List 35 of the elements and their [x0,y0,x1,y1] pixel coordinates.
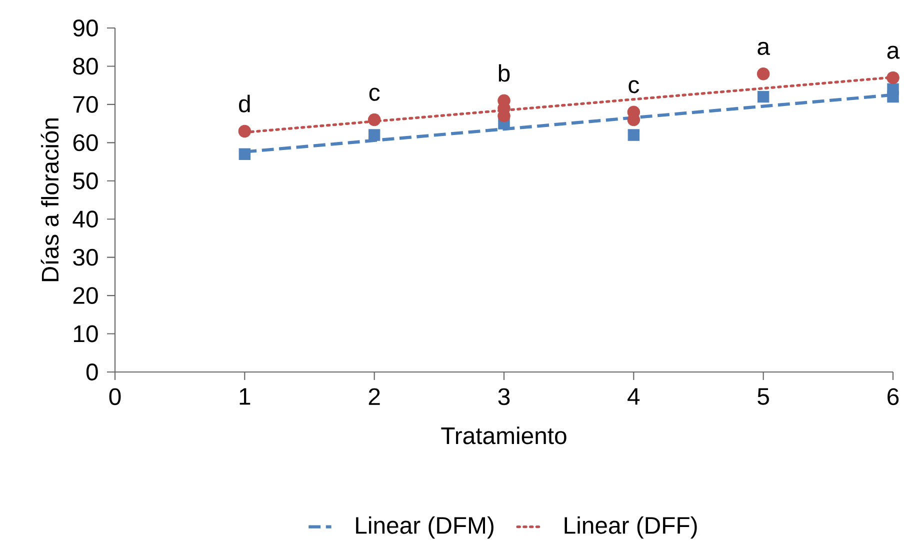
x-tick-label: 6 [888,388,899,406]
annotation: d [239,94,250,112]
point [628,129,640,141]
point [238,124,252,138]
point [368,129,380,141]
x-tick-label: 0 [109,388,121,406]
x-tick-label: 3 [498,388,510,406]
y-tick-label: 80 [73,58,98,75]
x-tick-label: 1 [240,388,250,405]
point [238,148,251,160]
y-tick-label: 10 [74,325,98,342]
legend-label: Linear (DFF) [564,516,697,539]
point [757,90,770,103]
annotation: c [628,80,640,94]
point [887,83,899,96]
legend-label: Linear (DFM) [356,516,494,539]
x-axis-title: Tratamiento [441,426,566,444]
point [756,67,770,80]
y-tick-label: 40 [72,210,98,228]
x-tick-label: 5 [758,388,769,405]
annotation: c [369,88,380,101]
annotation: a [887,46,900,59]
y-axis-title: Días a floración [40,118,59,282]
x-tick-label: 2 [368,388,380,405]
y-tick-label: 70 [73,96,98,113]
y-tick-label: 20 [73,287,98,304]
y-tick-label: 30 [73,248,98,266]
y-tick-label: 90 [73,20,98,36]
annotation: a [758,42,770,56]
annotation: b [498,64,510,82]
y-tick-label: 50 [73,172,98,190]
x-tick-label: 4 [628,388,640,405]
y-tick-label: 0 [86,364,98,380]
point [368,113,381,126]
y-tick-label: 60 [73,134,98,152]
